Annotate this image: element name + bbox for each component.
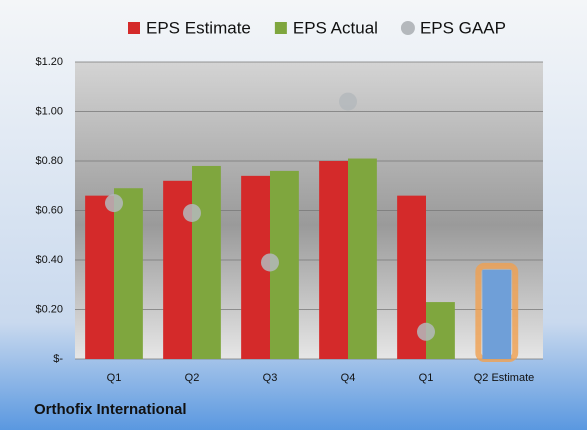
y-tick-label: $0.40 [35, 254, 63, 266]
bar [348, 158, 377, 359]
y-tick-label: $1.00 [35, 105, 63, 117]
legend-marker [274, 22, 287, 34]
chart-title: Orthofix International [34, 401, 187, 418]
x-tick-label: Q2 [185, 372, 200, 384]
legend-label: EPS GAAP [420, 18, 506, 37]
x-tick-label: Q2 Estimate [474, 372, 535, 384]
gaap-marker [417, 322, 435, 341]
bar [85, 195, 114, 359]
gaap-marker [339, 92, 357, 111]
bar [114, 188, 143, 359]
gaap-marker [183, 203, 201, 222]
x-tick-label: Q1 [107, 372, 122, 384]
bar [482, 269, 512, 359]
legend-label: EPS Estimate [146, 18, 251, 37]
legend-marker [128, 22, 140, 34]
x-tick-label: Q4 [341, 372, 356, 384]
gaap-marker [261, 253, 279, 272]
x-tick-label: Q3 [263, 372, 278, 384]
gaap-marker [105, 194, 123, 213]
x-tick-label: Q1 [419, 372, 434, 384]
y-tick-label: $0.20 [35, 303, 63, 315]
y-tick-label: $- [53, 353, 63, 365]
y-tick-label: $0.80 [35, 155, 63, 167]
y-tick-label: $0.60 [35, 204, 63, 216]
legend-marker [400, 21, 415, 35]
y-tick-label: $1.20 [35, 56, 63, 68]
bar [319, 161, 348, 359]
legend-label: EPS Actual [293, 18, 378, 37]
bar [192, 165, 221, 359]
